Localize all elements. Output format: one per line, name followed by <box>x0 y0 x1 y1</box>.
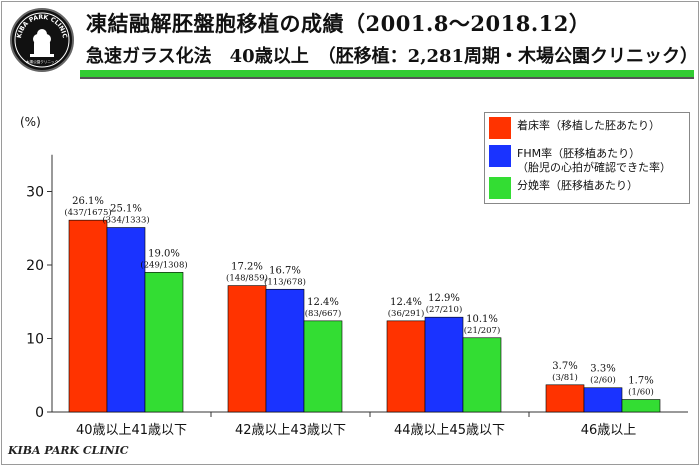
bar-count-label: (21/207) <box>464 325 501 336</box>
legend-swatch-implantation <box>489 117 511 139</box>
chart-legend: 着床率（移植した胚あたり） FHM率（胚移植あたり） （胎児の心拍が確認できた率… <box>484 112 690 204</box>
bar-count-label: (27/210) <box>426 304 463 315</box>
logo-subtext: 木場公園クリニック <box>26 59 59 64</box>
bar-value-label: 3.7% <box>552 361 577 372</box>
y-axis-label: (%) <box>20 115 41 129</box>
bar-count-label: (1/60) <box>628 387 654 398</box>
legend-label-fhm-line1: FHM率（胚移植あたり） <box>517 147 641 160</box>
y-tick-label: 0 <box>35 405 44 421</box>
bar-count-label: (83/667) <box>305 308 342 319</box>
bar-count-label: (334/1333) <box>102 215 149 226</box>
bar-value-label: 19.0% <box>148 248 180 259</box>
x-category-label: 40歳以上41歳以下 <box>76 423 187 438</box>
bar-value-label: 1.7% <box>628 376 653 387</box>
footer-clinic-name: KIBA PARK CLINIC <box>8 444 129 457</box>
bar <box>424 316 464 413</box>
legend-label-fhm: FHM率（胚移植あたり） （胎児の心拍が確認できた率） <box>517 147 671 175</box>
legend-label-implantation: 着床率（移植した胚あたり） <box>517 119 660 132</box>
x-category-label: 46歳以上 <box>581 423 637 438</box>
bar <box>462 337 502 413</box>
bar <box>144 272 184 413</box>
x-category-label: 42歳以上43歳以下 <box>235 423 346 438</box>
bar-count-label: (148/859) <box>226 273 268 284</box>
y-tick-label: 10 <box>26 332 44 348</box>
bar <box>545 384 585 413</box>
bar-count-label: (249/1308) <box>140 259 187 270</box>
header-accent-bar <box>80 70 694 77</box>
header-accent-shadow <box>80 77 694 79</box>
legend-label-delivery: 分娩率（胚移植あたり） <box>517 179 638 192</box>
bar <box>386 320 426 413</box>
page-subtitle: 急速ガラス化法 40歳以上 （胚移植：2,281周期・木場公園クリニック） <box>86 46 699 67</box>
bar-count-label: (437/1675) <box>64 207 111 218</box>
legend-label-fhm-line2: （胎児の心拍が確認できた率） <box>517 161 671 174</box>
bar-count-label: (3/81) <box>552 372 578 383</box>
bar <box>303 320 343 413</box>
bar-value-label: 12.9% <box>428 293 460 304</box>
bar <box>106 227 146 413</box>
bar-count-label: (113/678) <box>264 276 306 287</box>
bar-count-label: (36/291) <box>388 308 425 319</box>
bar <box>68 219 108 413</box>
bar <box>621 399 661 413</box>
bar <box>583 387 623 413</box>
bar <box>265 288 305 413</box>
bar-value-label: 25.1% <box>110 204 142 215</box>
bar <box>227 285 267 413</box>
bar-count-label: (2/60) <box>590 375 616 386</box>
bar-value-label: 17.2% <box>231 262 263 273</box>
legend-swatch-delivery <box>489 177 511 199</box>
clinic-logo: KIBA PARK CLINIC 木場公園クリニック <box>10 8 74 72</box>
y-tick-label: 30 <box>26 185 44 201</box>
bar-value-label: 12.4% <box>307 297 339 308</box>
bar-value-label: 3.3% <box>590 364 615 375</box>
bar-value-label: 10.1% <box>466 314 498 325</box>
y-tick-label: 20 <box>26 258 44 274</box>
bar-value-label: 12.4% <box>390 297 422 308</box>
x-category-label: 44歳以上45歳以下 <box>394 423 505 438</box>
legend-swatch-fhm <box>489 145 511 167</box>
logo-emblem-icon: KIBA PARK CLINIC 木場公園クリニック <box>14 12 70 68</box>
bar-value-label: 26.1% <box>72 196 104 207</box>
page-title: 凍結融解胚盤胞移植の成績（2001.8〜2018.12） <box>86 11 591 36</box>
bar-value-label: 16.7% <box>269 265 301 276</box>
